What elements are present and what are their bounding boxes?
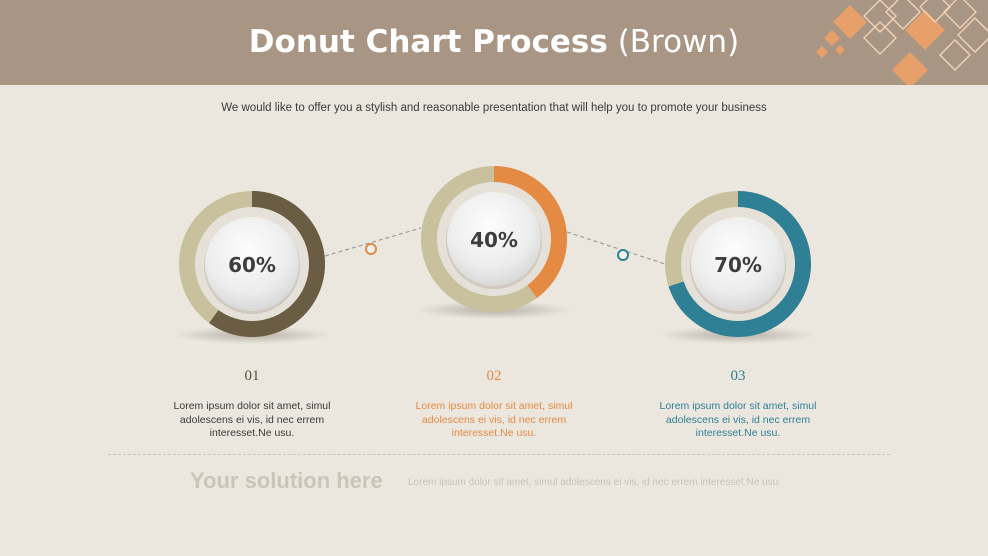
donut-value-label: 40% <box>470 228 518 252</box>
solution-text: Lorem ipsum dolor sit amet, simul adoles… <box>408 477 781 488</box>
footer-divider <box>108 454 890 455</box>
step-number-02: 02 <box>486 368 502 384</box>
donut-value-label: 60% <box>228 253 276 277</box>
donut-core <box>691 217 785 311</box>
donut-value-label: 70% <box>714 253 762 277</box>
header-bar <box>0 0 988 85</box>
page-title: Donut Chart Process (Brown) <box>0 0 988 85</box>
step-description-01: Lorem ipsum dolor sit amet, simul adoles… <box>173 400 331 439</box>
connector-dot <box>617 249 629 261</box>
connector-line <box>324 227 422 257</box>
step-description-03: Lorem ipsum dolor sit amet, simul adoles… <box>659 400 817 439</box>
connector-line <box>566 231 666 265</box>
connector-dot <box>365 243 377 255</box>
step-number-03: 03 <box>730 368 746 384</box>
donut-core <box>447 192 541 286</box>
donut-arc-02 <box>494 166 567 299</box>
step-description-02: Lorem ipsum dolor sit amet, simul adoles… <box>415 400 573 439</box>
donut-arc-01 <box>209 191 326 337</box>
solution-title: Your solution here <box>190 468 383 493</box>
step-number-01: 01 <box>244 368 260 384</box>
diamond-pattern-icon <box>816 0 988 85</box>
subtitle-text: We would like to offer you a stylish and… <box>221 102 767 114</box>
donut-core <box>205 217 299 311</box>
title-sub: (Brown) <box>617 24 740 60</box>
title-main: Donut Chart Process <box>248 24 608 60</box>
